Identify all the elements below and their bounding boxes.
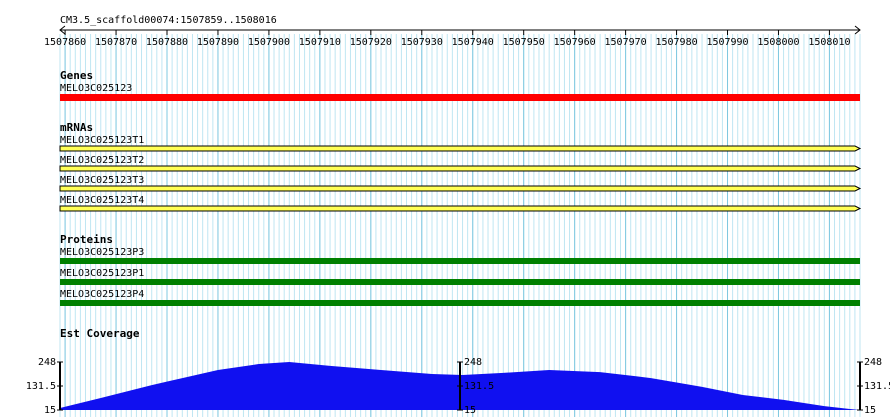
ruler-label: 1507910 <box>299 37 341 48</box>
scale-label: 15 <box>44 405 56 416</box>
ruler-label: 1507970 <box>605 37 647 48</box>
protein-bar <box>60 279 860 285</box>
track-title: Proteins <box>60 233 113 246</box>
ruler-arrow <box>59 25 861 35</box>
ruler-label: 1507980 <box>655 37 697 48</box>
protein-bar <box>60 258 860 264</box>
ruler-label: 1507940 <box>452 37 494 48</box>
gene-bar <box>60 94 860 101</box>
mrna-arrow <box>59 205 862 212</box>
track-title: Genes <box>60 69 93 82</box>
ruler-label: 1507890 <box>197 37 239 48</box>
scale-label: 131.5 <box>864 381 890 392</box>
scale-label: 248 <box>38 357 56 368</box>
mrna-arrow <box>59 185 862 192</box>
ruler-label: 1507860 <box>44 37 86 48</box>
feature-label: MELO3C025123P3 <box>60 247 144 258</box>
feature-label: MELO3C025123T4 <box>60 195 144 206</box>
location: CM3.5_scaffold00074:1507859..1508016 <box>60 15 277 26</box>
scale-label: 15 <box>464 405 476 416</box>
ruler-label: 1507900 <box>248 37 290 48</box>
ruler-label: 1507960 <box>554 37 596 48</box>
ruler-label: 1507880 <box>146 37 188 48</box>
scale-label: 131.5 <box>26 381 56 392</box>
feature-label: MELO3C025123T3 <box>60 175 144 186</box>
scale-label: 15 <box>864 405 876 416</box>
track-title: mRNAs <box>60 121 93 134</box>
mrna-arrow <box>59 165 862 172</box>
ruler-label: 1508010 <box>808 37 850 48</box>
ruler-label: 1507950 <box>503 37 545 48</box>
ruler-label: 1507990 <box>706 37 748 48</box>
scale-label: 248 <box>464 357 482 368</box>
feature-label: MELO3C025123 <box>60 83 132 94</box>
feature-label: MELO3C025123T1 <box>60 135 144 146</box>
ruler-label: 1507930 <box>401 37 443 48</box>
feature-label: MELO3C025123P1 <box>60 268 144 279</box>
protein-bar <box>60 300 860 306</box>
scale-label: 131.5 <box>464 381 494 392</box>
track-title: Est Coverage <box>60 327 140 340</box>
ruler-label: 1507870 <box>95 37 137 48</box>
mrna-arrow <box>59 145 862 152</box>
ruler-label: 1508000 <box>757 37 799 48</box>
feature-label: MELO3C025123T2 <box>60 155 144 166</box>
feature-label: MELO3C025123P4 <box>60 289 144 300</box>
scale-label: 248 <box>864 357 882 368</box>
ruler-label: 1507920 <box>350 37 392 48</box>
